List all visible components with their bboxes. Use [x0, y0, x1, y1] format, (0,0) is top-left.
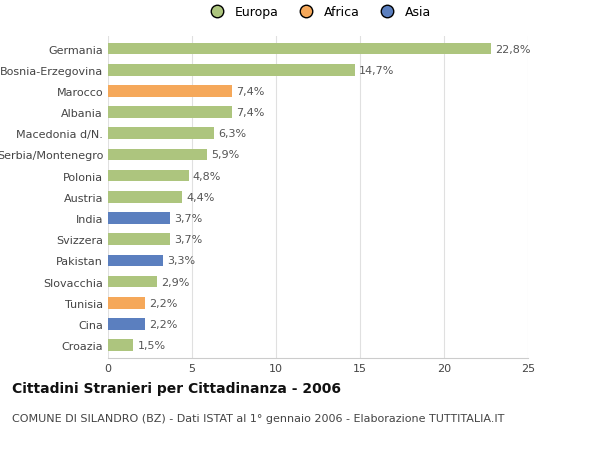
- Text: 14,7%: 14,7%: [359, 66, 395, 76]
- Bar: [108, 191, 182, 203]
- Bar: [108, 297, 145, 309]
- Bar: [108, 234, 170, 246]
- Bar: [108, 213, 170, 224]
- Text: 2,2%: 2,2%: [149, 319, 178, 329]
- Text: 4,4%: 4,4%: [186, 192, 214, 202]
- Bar: [108, 107, 232, 118]
- Bar: [108, 44, 491, 55]
- Text: 1,5%: 1,5%: [137, 340, 166, 350]
- Bar: [108, 128, 214, 140]
- Bar: [108, 149, 207, 161]
- Text: 4,8%: 4,8%: [193, 171, 221, 181]
- Bar: [108, 319, 145, 330]
- Legend: Europa, Africa, Asia: Europa, Africa, Asia: [200, 1, 436, 24]
- Text: 3,7%: 3,7%: [175, 213, 203, 224]
- Text: 6,3%: 6,3%: [218, 129, 246, 139]
- Text: 2,2%: 2,2%: [149, 298, 178, 308]
- Text: 22,8%: 22,8%: [495, 45, 531, 55]
- Bar: [108, 86, 232, 97]
- Bar: [108, 255, 163, 267]
- Text: 7,4%: 7,4%: [236, 87, 265, 97]
- Bar: [108, 340, 133, 351]
- Text: 5,9%: 5,9%: [211, 150, 239, 160]
- Bar: [108, 276, 157, 288]
- Text: 3,3%: 3,3%: [167, 256, 196, 266]
- Text: Cittadini Stranieri per Cittadinanza - 2006: Cittadini Stranieri per Cittadinanza - 2…: [12, 381, 341, 395]
- Text: COMUNE DI SILANDRO (BZ) - Dati ISTAT al 1° gennaio 2006 - Elaborazione TUTTITALI: COMUNE DI SILANDRO (BZ) - Dati ISTAT al …: [12, 413, 505, 423]
- Text: 7,4%: 7,4%: [236, 108, 265, 118]
- Text: 3,7%: 3,7%: [175, 235, 203, 245]
- Text: 2,9%: 2,9%: [161, 277, 189, 287]
- Bar: [108, 65, 355, 76]
- Bar: [108, 170, 188, 182]
